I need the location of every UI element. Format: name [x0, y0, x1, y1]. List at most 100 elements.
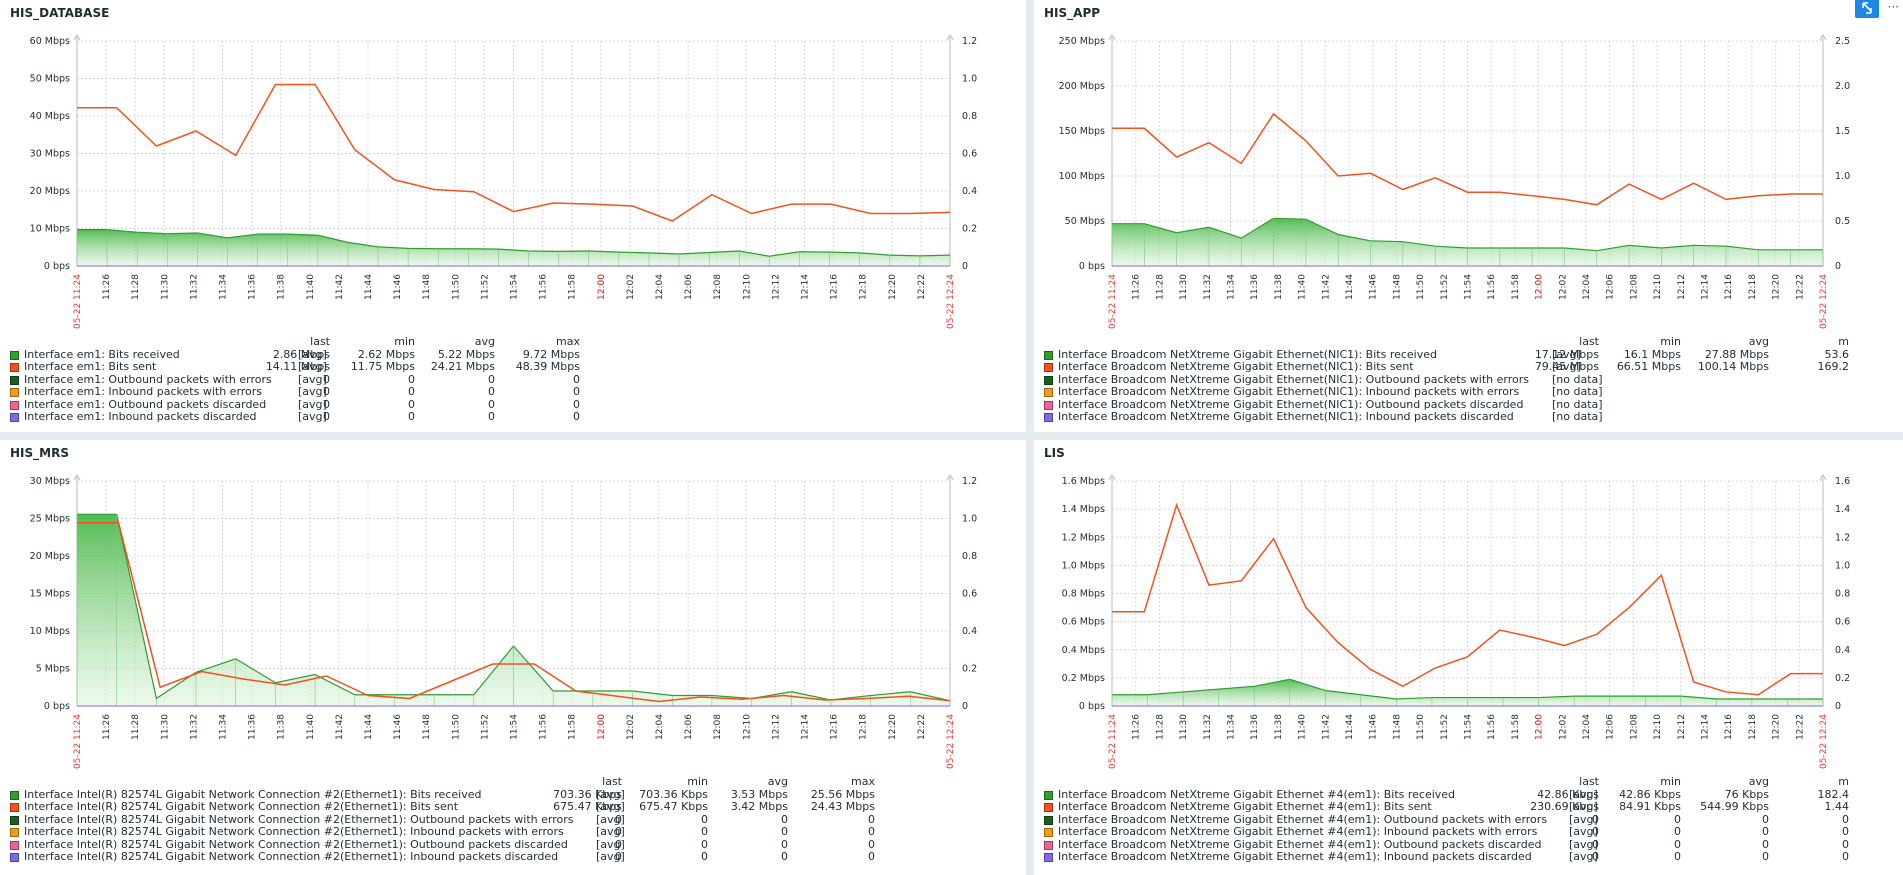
right-tick-label: 0.8 — [962, 551, 977, 562]
x-tick-label: 11:56 — [539, 274, 549, 300]
x-tick-label: 11:34 — [1227, 714, 1237, 740]
x-tick-label: 11:56 — [1487, 274, 1497, 300]
legend-value-avg: 0 — [781, 850, 788, 863]
widget-title[interactable]: HIS_APP — [1044, 6, 1101, 20]
x-tick-label: 11:26 — [102, 714, 112, 740]
legend-item-function: [avg] — [596, 825, 625, 838]
graph-chart[interactable]: 11:26 11:28 11:30 11:32 11:34 11:36 11:38 11:40… — [0, 26, 1026, 336]
legend-value-min: 42.86 Kbps — [1619, 787, 1681, 801]
legend-item-function: [avg] — [1569, 837, 1598, 851]
right-tick-label: 0.2 — [962, 224, 977, 235]
legend-value-max: 0 — [1842, 837, 1849, 851]
legend-value-last: 0 — [323, 410, 330, 423]
x-tick-label: 11:34 — [1227, 274, 1237, 300]
legend-value-max: 0 — [573, 397, 580, 411]
legend-col-min: min — [1660, 775, 1681, 788]
x-tick-label: 12:06 — [1606, 274, 1616, 300]
legend-value-last: 14.11 Mbps — [265, 360, 330, 373]
x-tick-label: 11:38 — [277, 714, 287, 740]
right-tick-label: 0.4 — [1835, 645, 1850, 656]
legend-swatch — [1044, 388, 1053, 397]
legend-row: Interface Broadcom NetXtreme Gigabit Eth… — [1044, 800, 1901, 814]
legend-swatch — [10, 388, 19, 397]
y-tick-label: 0 bps — [44, 701, 70, 712]
fullscreen-icon[interactable] — [1855, 0, 1879, 18]
x-tick-label: 12:22 — [1795, 274, 1805, 300]
x-start-label: 05-22 11:24 — [73, 714, 83, 769]
x-tick-label: 12:08 — [713, 714, 723, 740]
series-area-received — [77, 229, 950, 266]
graph-chart[interactable]: 11:26 11:28 11:30 11:32 11:34 11:36 11:38 11:40… — [1034, 26, 1903, 336]
x-tick-label: 12:04 — [1582, 274, 1592, 300]
x-tick-label: 11:32 — [1203, 714, 1213, 740]
x-tick-label: 12:18 — [1748, 714, 1758, 740]
legend-item-name: Interface Broadcom NetXtreme Gigabit Eth… — [1058, 410, 1514, 423]
right-tick-label: 0 — [962, 261, 968, 272]
x-tick-label: 12:00 — [597, 714, 607, 740]
right-tick-label: 1.0 — [962, 514, 977, 525]
x-tick-label: 12:10 — [1653, 714, 1663, 740]
legend-row: Interface Intel(R) 82574L Gigabit Networ… — [10, 850, 1024, 864]
x-tick-label: 12:02 — [1558, 274, 1568, 300]
x-tick-label: 12:20 — [1772, 274, 1782, 300]
widget-title[interactable]: LIS — [1044, 446, 1065, 460]
x-tick-label: 12:14 — [1701, 714, 1711, 740]
legend-value-last: 0 — [615, 837, 622, 851]
legend-item-name: Interface em1: Bits received — [24, 347, 180, 361]
right-tick-label: 1.2 — [962, 36, 977, 47]
y-tick-label: 0.8 Mbps — [1062, 589, 1105, 600]
legend-row: Interface Broadcom NetXtreme Gigabit Eth… — [1044, 825, 1901, 839]
x-tick-label: 11:40 — [1298, 274, 1308, 300]
legend-header: last min avg m — [1044, 335, 1901, 349]
x-tick-label: 12:00 — [1535, 714, 1545, 740]
legend-value-avg: 0 — [781, 837, 788, 851]
widget-title[interactable]: HIS_DATABASE — [10, 6, 110, 20]
more-icon[interactable]: ··· — [1887, 0, 1899, 14]
legend-value-min: 66.51 Mbps — [1616, 360, 1681, 373]
y-tick-label: 10 Mbps — [30, 626, 70, 637]
right-tick-label: 1.2 — [962, 476, 977, 487]
y-tick-label: 1.0 Mbps — [1062, 560, 1105, 571]
legend-swatch — [10, 828, 19, 837]
legend-value-last: 675.47 Kbps — [553, 800, 622, 813]
legend-col-last: last — [602, 775, 622, 788]
x-tick-label: 11:48 — [1392, 274, 1402, 300]
x-tick-label: 11:42 — [335, 714, 345, 740]
legend-value-min: 2.62 Mbps — [357, 347, 415, 361]
y2-axis-arrow — [1819, 474, 1827, 481]
graph-chart[interactable]: 11:26 11:28 11:30 11:32 11:34 11:36 11:38 11:40… — [1034, 466, 1903, 776]
legend-col-max: m — [1838, 775, 1849, 788]
legend-value-min: 0 — [408, 410, 415, 423]
x-tick-label: 11:52 — [1440, 714, 1450, 740]
x-tick-label: 12:14 — [801, 714, 811, 740]
legend-item-function: [avg] — [298, 347, 327, 361]
legend-col-avg: avg — [1748, 775, 1769, 788]
widget-title[interactable]: HIS_MRS — [10, 446, 69, 460]
legend-value-avg: 0 — [1762, 825, 1769, 838]
legend-item-name: Interface Intel(R) 82574L Gigabit Networ… — [24, 837, 568, 851]
x-tick-label: 11:50 — [451, 274, 461, 300]
legend-item-function: [no data] — [1552, 372, 1603, 386]
x-tick-label: 11:52 — [1440, 274, 1450, 300]
x-tick-label: 12:02 — [1558, 714, 1568, 740]
legend-value-min: 0 — [1674, 825, 1681, 838]
x-tick-label: 11:30 — [160, 714, 170, 740]
x-tick-label: 12:06 — [684, 274, 694, 300]
y2-axis-arrow — [946, 34, 954, 41]
y-tick-label: 0.2 Mbps — [1062, 673, 1105, 684]
x-tick-label: 11:26 — [1132, 714, 1142, 740]
legend-value-last: 0 — [1592, 812, 1599, 826]
legend-row: Interface Broadcom NetXtreme Gigabit Eth… — [1044, 398, 1901, 412]
x-tick-label: 11:56 — [539, 714, 549, 740]
x-tick-label: 11:38 — [1274, 714, 1284, 740]
x-midnight-label: 12:00 — [1535, 714, 1545, 740]
legend-row: Interface Broadcom NetXtreme Gigabit Eth… — [1044, 410, 1901, 424]
graph-chart[interactable]: 11:26 11:28 11:30 11:32 11:34 11:36 11:38 11:40… — [0, 466, 1026, 776]
legend-row: Interface Broadcom NetXtreme Gigabit Eth… — [1044, 787, 1901, 802]
x-tick-label: 12:16 — [1724, 714, 1734, 740]
legend-item-name: Interface Broadcom NetXtreme Gigabit Eth… — [1058, 812, 1548, 826]
legend-col-avg: avg — [474, 335, 495, 348]
x-end-label: 05-22 12:24 — [946, 274, 956, 329]
graph-widget-1: HIS_APP 11:26 11:28 11:30 11:32 11:34 11:36 11:… — [1034, 0, 1903, 432]
x-tick-label: 11:30 — [160, 274, 170, 300]
